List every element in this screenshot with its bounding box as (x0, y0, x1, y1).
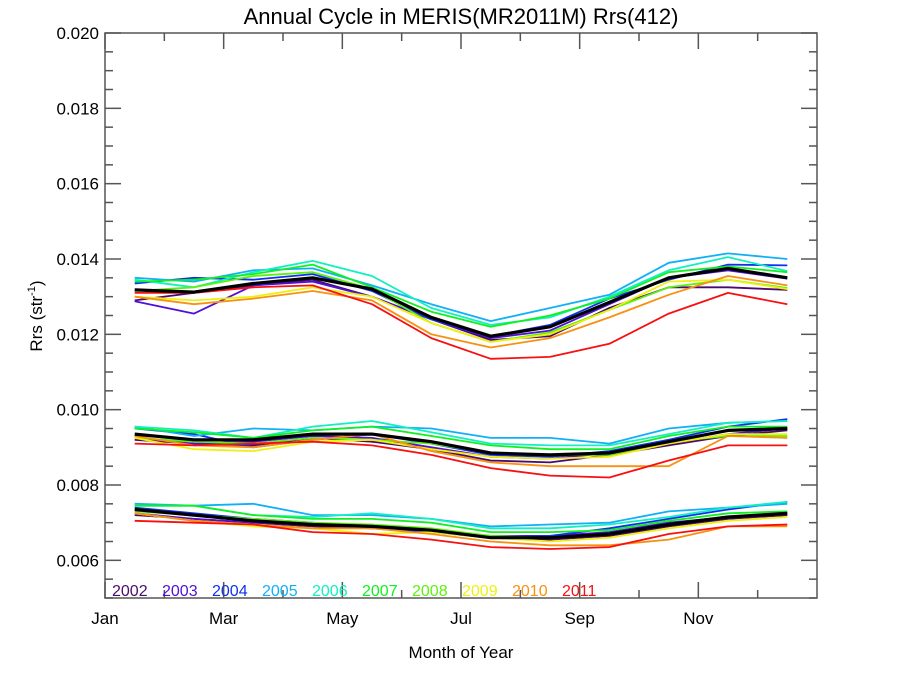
y-axis-title-superscript: -1 (26, 286, 38, 296)
y-tick-label: 0.008 (56, 476, 99, 495)
x-tick-label: Mar (209, 609, 239, 628)
y-tick-label: 0.018 (56, 99, 99, 118)
legend-item-2008: 2008 (412, 583, 448, 600)
legend-item-2006: 2006 (312, 583, 348, 600)
series-line-middle-2005 (134, 420, 788, 445)
legend: 2002 2003 2004 2005 2006 2007 2008 2009 2010 2011 (112, 583, 597, 600)
series-line-upper-2007 (134, 263, 788, 328)
series-line-middle-2009 (134, 433, 788, 460)
plot-frame (104, 32, 818, 599)
x-tick-label: Nov (683, 609, 714, 628)
x-axis-title: Month of Year (409, 643, 514, 662)
series-line-upper-mean (134, 266, 788, 338)
chart-title: Annual Cycle in MERIS(MR2011M) Rrs(412) (244, 4, 679, 29)
y-axis-title: Rrs (str-1) (26, 280, 46, 351)
series-line-lower-2005 (134, 502, 788, 528)
series-group-lower (134, 501, 788, 550)
axes: 0.006 0.008 0.010 0.012 0.014 0.016 0.018 0.020… (56, 24, 818, 628)
x-tick-label: Sep (565, 609, 595, 628)
y-tick-label: 0.014 (56, 250, 99, 269)
series-line-lower-2011 (134, 519, 788, 550)
series-line-middle-2011 (134, 440, 788, 479)
x-tick-label: Jul (450, 609, 472, 628)
series-group-middle (134, 418, 788, 479)
legend-item-2010: 2010 (512, 583, 548, 600)
series-group-upper (134, 252, 788, 360)
y-tick-label: 0.006 (56, 551, 99, 570)
y-tick-label: 0.020 (56, 24, 99, 43)
series-line-middle-mean (134, 426, 788, 457)
series-line-upper-2010 (134, 275, 788, 349)
legend-item-2003: 2003 (162, 583, 198, 600)
y-tick-label: 0.010 (56, 401, 99, 420)
legend-item-2005: 2005 (262, 583, 298, 600)
legend-item-2002: 2002 (112, 583, 148, 600)
series-group (134, 252, 788, 550)
y-tick-label: 0.012 (56, 325, 99, 344)
y-axis-title-main: Rrs (str (27, 296, 46, 352)
series-line-upper-2002 (134, 278, 788, 341)
series-line-middle-2004 (134, 418, 788, 458)
y-axis-title-close: ) (27, 280, 46, 286)
series-line-upper-2005 (134, 252, 788, 323)
legend-item-2007: 2007 (362, 583, 398, 600)
series-line-middle-2007 (134, 425, 788, 451)
series-line-upper-2011 (134, 284, 788, 360)
series-line-lower-mean (134, 507, 788, 540)
legend-item-2004: 2004 (212, 583, 248, 600)
series-line-lower-2007 (134, 504, 788, 533)
legend-item-2011: 2011 (562, 583, 597, 600)
x-tick-label: May (326, 609, 359, 628)
series-line-upper-2006 (134, 256, 788, 326)
series-line-middle-2010 (134, 433, 788, 468)
y-tick-label: 0.016 (56, 175, 99, 194)
x-tick-label: Jan (91, 609, 118, 628)
legend-item-2009: 2009 (462, 583, 498, 600)
series-line-upper-2009 (134, 278, 788, 343)
